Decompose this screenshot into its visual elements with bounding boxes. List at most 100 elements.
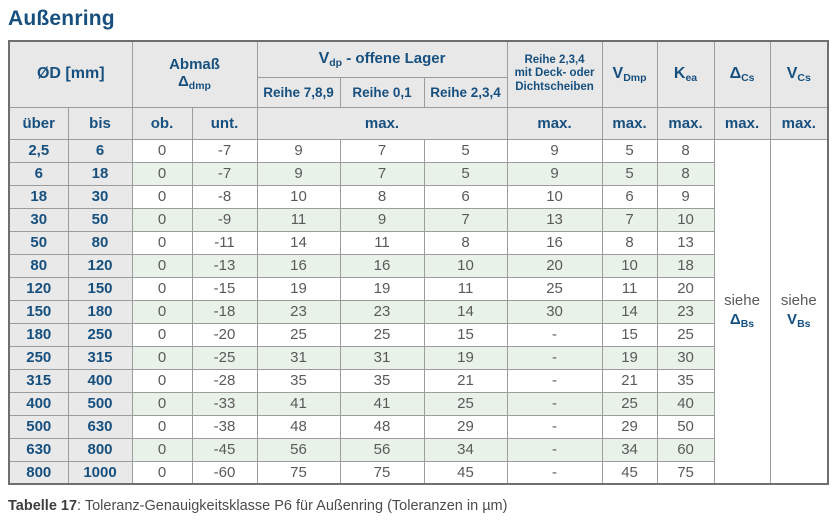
cell-ob: 0 xyxy=(131,437,193,462)
table-caption: Tabelle 17: Toleranz-Genauigkeitsklasse … xyxy=(8,498,827,514)
cell-ob: 0 xyxy=(131,138,193,163)
see-vcs-cell: siehe VBs xyxy=(769,138,829,485)
cell-unt: -25 xyxy=(191,345,258,370)
see-symbol: ΔBs xyxy=(729,310,755,330)
table-row: 630 800 0 -45 56 56 34-34 60 xyxy=(8,437,828,462)
cell-deck: 13 xyxy=(506,207,603,232)
cell-kea: 13 xyxy=(656,230,715,255)
cell-r234: 15 xyxy=(423,322,508,347)
cell-ob: 0 xyxy=(131,322,193,347)
table-row: 120 150 0 -15 19 19 11 25 11 20 xyxy=(8,276,828,301)
cell-ob: 0 xyxy=(131,299,193,324)
cell-ueber: 150 xyxy=(8,299,69,324)
cell-vdmp: 5 xyxy=(601,161,658,186)
diameter-label: ØD [mm] xyxy=(36,65,105,83)
cell-bis: 1000 xyxy=(67,460,133,485)
cell-unt: -28 xyxy=(191,368,258,393)
cell-kea: 35 xyxy=(656,368,715,393)
deck-line3: Dichtscheiben xyxy=(515,81,594,94)
cell-kea: 30 xyxy=(656,345,715,370)
header-reihe-789: Reihe 7,8,9 xyxy=(256,76,341,108)
table-row: 800 1000 0 -60 75 75 45-45 75 xyxy=(8,460,828,485)
cell-deck: - xyxy=(506,414,603,439)
cell-deck: - xyxy=(506,368,603,393)
cell-bis: 30 xyxy=(67,184,133,209)
cell-r789: 31 xyxy=(256,345,341,370)
table-row: 18 30 0 -8 10 8 6 10 6 9 xyxy=(8,184,828,209)
cell-kea: 8 xyxy=(656,161,715,186)
header-max-vdp: max. xyxy=(256,106,508,140)
cell-r789: 19 xyxy=(256,276,341,301)
cell-deck: 10 xyxy=(506,184,603,209)
cell-ueber: 2,5 xyxy=(8,138,69,163)
cell-unt: -7 xyxy=(191,161,258,186)
cell-bis: 150 xyxy=(67,276,133,301)
cell-unt: -18 xyxy=(191,299,258,324)
header-ob: ob. xyxy=(131,106,193,140)
see-symbol: VBs xyxy=(787,310,811,330)
cell-r01: 23 xyxy=(339,299,425,324)
cell-ueber: 500 xyxy=(8,414,69,439)
table-header: ØD [mm] Abmaß Δdmp Vdp - offene Lager Re… xyxy=(8,40,829,140)
cell-vdmp: 14 xyxy=(601,299,658,324)
cell-ob: 0 xyxy=(131,391,193,416)
header-vdp-group: Vdp - offene Lager xyxy=(256,40,508,78)
cell-unt: -8 xyxy=(191,184,258,209)
vdp-base: V xyxy=(318,49,330,67)
cell-r234: 14 xyxy=(423,299,508,324)
cell-bis: 120 xyxy=(67,253,133,278)
cell-vdmp: 8 xyxy=(601,230,658,255)
cell-bis: 50 xyxy=(67,207,133,232)
cell-r234: 5 xyxy=(423,138,508,163)
header-ueber: über xyxy=(8,106,69,140)
cell-r789: 35 xyxy=(256,368,341,393)
cell-deck: - xyxy=(506,391,603,416)
cell-vdmp: 5 xyxy=(601,138,658,163)
header-vcs: VCs xyxy=(769,40,829,108)
abmass-label: Abmaß xyxy=(169,56,220,74)
cell-ueber: 800 xyxy=(8,460,69,485)
header-vdmp: VDmp xyxy=(601,40,658,108)
cell-r234: 45 xyxy=(423,460,508,485)
cell-r789: 16 xyxy=(256,253,341,278)
cell-deck: - xyxy=(506,322,603,347)
table-row: 315 400 0 -28 35 35 21-21 35 xyxy=(8,368,828,393)
cell-r01: 9 xyxy=(339,207,425,232)
header-max-deck: max. xyxy=(506,106,603,140)
cell-ueber: 120 xyxy=(8,276,69,301)
header-kea: Kea xyxy=(656,40,715,108)
cell-ueber: 50 xyxy=(8,230,69,255)
cell-deck: 30 xyxy=(506,299,603,324)
cell-bis: 250 xyxy=(67,322,133,347)
header-abmass: Abmaß Δdmp xyxy=(131,40,258,108)
cell-r789: 14 xyxy=(256,230,341,255)
cell-vdmp: 10 xyxy=(601,253,658,278)
header-max-dcs: max. xyxy=(713,106,771,140)
cell-r01: 75 xyxy=(339,460,425,485)
cell-ob: 0 xyxy=(131,161,193,186)
cell-r789: 11 xyxy=(256,207,341,232)
table-row: 6 18 0 -7 9 7 5 9 5 8 xyxy=(8,161,828,186)
cell-r01: 56 xyxy=(339,437,425,462)
cell-kea: 50 xyxy=(656,414,715,439)
cell-deck: 9 xyxy=(506,161,603,186)
cell-kea: 18 xyxy=(656,253,715,278)
cell-unt: -33 xyxy=(191,391,258,416)
table-row: 400 500 0 -33 41 41 25-25 40 xyxy=(8,391,828,416)
cell-unt: -13 xyxy=(191,253,258,278)
cell-ueber: 180 xyxy=(8,322,69,347)
cell-r789: 48 xyxy=(256,414,341,439)
cell-kea: 75 xyxy=(656,460,715,485)
cell-unt: -9 xyxy=(191,207,258,232)
header-reihe-01: Reihe 0,1 xyxy=(339,76,425,108)
cell-r234: 8 xyxy=(423,230,508,255)
header-reihe-234: Reihe 2,3,4 xyxy=(423,76,508,108)
cell-deck: - xyxy=(506,437,603,462)
tolerance-table: ØD [mm] Abmaß Δdmp Vdp - offene Lager Re… xyxy=(8,40,830,485)
cell-r789: 10 xyxy=(256,184,341,209)
cell-bis: 315 xyxy=(67,345,133,370)
deck-line1: Reihe 2,3,4 xyxy=(524,53,585,66)
cell-ob: 0 xyxy=(131,368,193,393)
cell-kea: 40 xyxy=(656,391,715,416)
header-max-vcs: max. xyxy=(769,106,829,140)
